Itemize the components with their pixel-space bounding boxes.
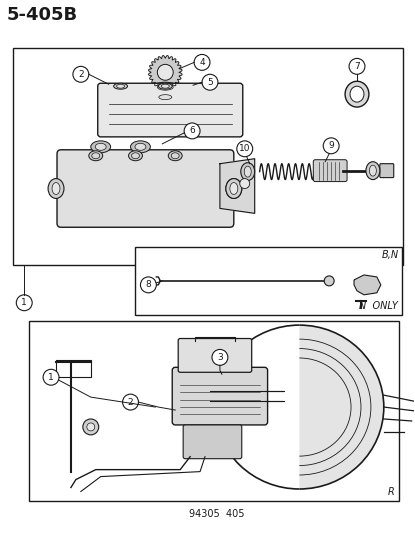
Circle shape — [323, 138, 339, 154]
Ellipse shape — [95, 143, 106, 150]
Ellipse shape — [230, 183, 238, 195]
Ellipse shape — [244, 166, 251, 177]
Circle shape — [349, 59, 365, 74]
Ellipse shape — [345, 81, 369, 107]
Circle shape — [184, 123, 200, 139]
Bar — [13, 49, 403, 265]
Ellipse shape — [131, 141, 150, 153]
Ellipse shape — [135, 143, 146, 150]
Circle shape — [16, 295, 32, 311]
Ellipse shape — [168, 151, 182, 161]
Ellipse shape — [152, 82, 178, 92]
Ellipse shape — [89, 151, 103, 161]
Text: 2: 2 — [78, 70, 84, 79]
Circle shape — [194, 54, 210, 70]
FancyBboxPatch shape — [172, 367, 268, 425]
Ellipse shape — [241, 163, 255, 181]
Circle shape — [122, 394, 139, 410]
Ellipse shape — [129, 151, 142, 161]
Ellipse shape — [366, 161, 380, 180]
Text: 5: 5 — [207, 78, 213, 87]
Ellipse shape — [215, 325, 384, 489]
Circle shape — [140, 277, 156, 293]
Ellipse shape — [350, 86, 364, 102]
Text: 4: 4 — [199, 58, 205, 67]
Text: R: R — [388, 488, 395, 497]
Bar — [135, 247, 402, 314]
Text: 1: 1 — [21, 298, 27, 307]
Ellipse shape — [117, 84, 124, 88]
Ellipse shape — [132, 153, 139, 159]
Ellipse shape — [48, 179, 64, 198]
Text: 2: 2 — [128, 398, 133, 407]
Ellipse shape — [161, 84, 169, 88]
Text: 1: 1 — [48, 373, 54, 382]
Text: N  ONLY: N ONLY — [359, 301, 398, 311]
FancyBboxPatch shape — [183, 425, 242, 459]
Text: 10: 10 — [239, 144, 251, 154]
FancyBboxPatch shape — [178, 338, 252, 372]
Text: 9: 9 — [328, 141, 334, 150]
Circle shape — [240, 179, 250, 189]
Circle shape — [87, 423, 95, 431]
Text: 7: 7 — [354, 62, 360, 71]
Circle shape — [324, 276, 334, 286]
Ellipse shape — [369, 165, 376, 176]
Text: 6: 6 — [189, 126, 195, 135]
Text: B,N: B,N — [381, 250, 399, 260]
FancyBboxPatch shape — [98, 83, 243, 137]
Ellipse shape — [159, 83, 172, 89]
Text: 8: 8 — [146, 280, 151, 289]
FancyBboxPatch shape — [57, 150, 234, 227]
FancyBboxPatch shape — [380, 164, 394, 177]
Circle shape — [212, 350, 228, 365]
Circle shape — [157, 64, 173, 80]
Bar — [29, 321, 399, 502]
Text: 94305  405: 94305 405 — [189, 510, 245, 519]
Circle shape — [83, 419, 99, 435]
Circle shape — [73, 66, 89, 82]
Ellipse shape — [154, 93, 176, 101]
Ellipse shape — [114, 83, 127, 89]
Ellipse shape — [91, 141, 111, 153]
Ellipse shape — [157, 84, 173, 90]
Ellipse shape — [52, 183, 60, 195]
Ellipse shape — [171, 153, 179, 159]
Text: 3: 3 — [217, 353, 223, 362]
Circle shape — [237, 141, 253, 157]
Circle shape — [43, 369, 59, 385]
FancyBboxPatch shape — [313, 160, 347, 182]
Circle shape — [202, 74, 218, 90]
PathPatch shape — [354, 275, 381, 295]
Polygon shape — [220, 159, 255, 213]
Ellipse shape — [226, 179, 242, 198]
Ellipse shape — [92, 153, 100, 159]
Ellipse shape — [159, 95, 172, 100]
Wedge shape — [215, 322, 299, 491]
Polygon shape — [149, 55, 182, 89]
Text: 5-405B: 5-405B — [6, 6, 78, 24]
